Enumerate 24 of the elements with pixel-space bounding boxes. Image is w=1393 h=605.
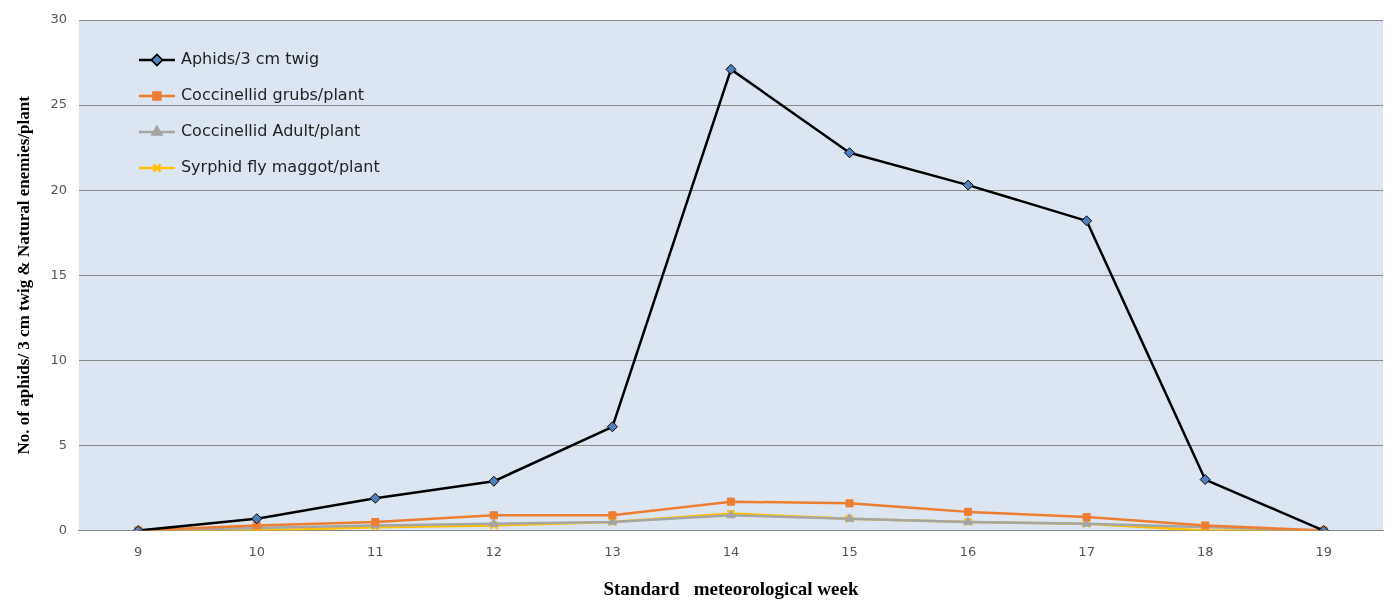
y-tick-label: 25 — [50, 96, 67, 112]
x-tick-label: 19 — [1315, 543, 1332, 559]
y-tick-label: 0 — [58, 521, 67, 537]
x-tick-label: 14 — [722, 543, 740, 559]
x-tick-label: 15 — [841, 543, 858, 559]
x-tick-label: 12 — [485, 543, 503, 559]
x-tick-label: 16 — [959, 543, 977, 559]
x-tick-label: 18 — [1196, 543, 1214, 559]
y-axis-title: No. of aphids/ 3 cm twig & Natural enemies/plant — [13, 95, 33, 455]
x-tick-label: 9 — [134, 543, 143, 559]
legend-label: Syrphid fly maggot/plant — [180, 157, 380, 177]
legend-label: Coccinellid Adult/plant — [180, 121, 361, 141]
x-tick-label: 11 — [367, 543, 384, 559]
legend-label: Coccinellid grubs/plant — [180, 85, 365, 105]
y-tick-label: 20 — [50, 181, 67, 197]
x-axis-title: Standard meteorological week — [603, 577, 859, 599]
y-tick-label: 15 — [50, 266, 67, 282]
x-tick-label: 13 — [604, 543, 621, 559]
y-tick-label: 10 — [50, 351, 67, 367]
y-tick-label: 30 — [50, 11, 67, 27]
x-tick-label: 10 — [248, 543, 266, 559]
x-tick-label: 17 — [1078, 543, 1095, 559]
y-tick-label: 5 — [58, 436, 67, 452]
legend-label: Aphids/3 cm twig — [180, 49, 320, 69]
